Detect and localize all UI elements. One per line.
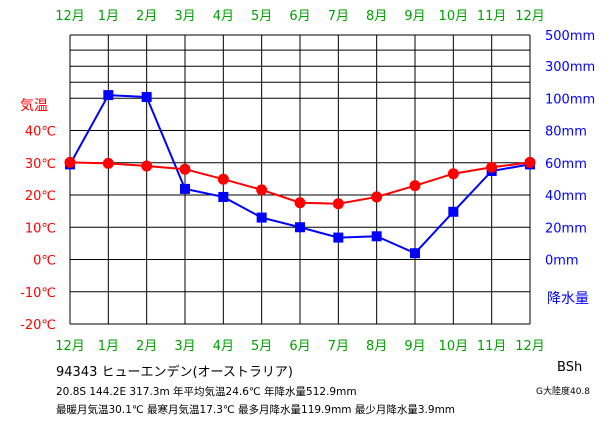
- station-stats-line-1: 20.8S 144.2E 317.3m 年平均気温24.6℃ 年降水量512.9…: [56, 386, 357, 398]
- temp-tick-label: 30℃: [25, 157, 56, 172]
- temp-tick-label: -10℃: [20, 286, 56, 301]
- month-label-top: 10月: [439, 9, 469, 24]
- temp-point: [217, 173, 229, 185]
- precip-tick-label: 60mm: [545, 157, 587, 172]
- temp-tick-label: -20℃: [20, 318, 56, 333]
- precip-tick-label: 80mm: [545, 125, 587, 140]
- temp-point: [256, 184, 268, 196]
- month-label-bottom: 2月: [136, 339, 157, 354]
- month-label-top: 8月: [366, 9, 387, 24]
- precip-point: [295, 222, 305, 233]
- month-label-top: 12月: [515, 9, 545, 24]
- temp-tick-label: 0℃: [33, 254, 56, 269]
- precip-point: [256, 212, 267, 223]
- station-name: 94343 ヒューエンデン(オーストラリア): [56, 365, 293, 380]
- temp-point: [332, 198, 344, 210]
- precip-tick-label: 500mm: [545, 29, 595, 44]
- temp-point: [524, 156, 536, 168]
- continentality-index: G大陸度40.8: [536, 387, 591, 397]
- month-label-bottom: 9月: [404, 339, 425, 354]
- temp-tick-label: 10℃: [25, 221, 56, 236]
- month-label-bottom: 10月: [439, 339, 469, 354]
- temp-point: [371, 191, 383, 203]
- precip-point: [180, 183, 190, 194]
- temp-point: [141, 160, 153, 172]
- temp-point: [64, 156, 76, 168]
- precip-tick-label: 40mm: [545, 189, 587, 204]
- month-label-top: 11月: [477, 9, 507, 24]
- temp-point: [447, 168, 459, 180]
- temp-point: [294, 197, 306, 209]
- precip-point: [103, 90, 114, 101]
- temp-point: [179, 163, 191, 175]
- precip-point: [141, 92, 152, 103]
- precip-point: [410, 248, 420, 259]
- precip-point: [371, 231, 382, 242]
- precip-tick-label: 20mm: [545, 221, 587, 236]
- month-label-top: 5月: [251, 9, 272, 24]
- precip-tick-label: 300mm: [545, 60, 595, 75]
- month-label-top: 7月: [328, 9, 349, 24]
- month-label-top: 2月: [136, 9, 157, 24]
- temp-point: [102, 157, 114, 169]
- koppen-class: BSh: [557, 360, 583, 375]
- precip-point: [333, 232, 344, 243]
- temp-point: [409, 180, 421, 192]
- temp-tick-label: 40℃: [25, 125, 56, 140]
- month-label-bottom: 11月: [477, 339, 507, 354]
- precip-axis-label: 降水量: [547, 291, 589, 307]
- month-label-bottom: 12月: [515, 339, 545, 354]
- month-label-bottom: 8月: [366, 339, 387, 354]
- grid: [69, 34, 531, 325]
- temp-point: [486, 161, 498, 173]
- month-label-bottom: 7月: [328, 339, 349, 354]
- month-label-bottom: 5月: [251, 339, 272, 354]
- month-label-top: 6月: [289, 9, 310, 24]
- month-label-bottom: 3月: [174, 339, 195, 354]
- precip-tick-label: 100mm: [545, 92, 595, 107]
- station-stats-line-2: 最暖月気温30.1℃ 最寒月気温17.3℃ 最多月降水量119.9mm 最少月降…: [56, 404, 456, 416]
- month-label-bottom: 1月: [98, 339, 119, 354]
- precip-tick-label: 0mm: [545, 254, 579, 269]
- month-label-bottom: 6月: [289, 339, 310, 354]
- temp-axis-label: 気温: [20, 98, 48, 114]
- precip-point: [448, 206, 459, 217]
- temp-tick-label: 20℃: [25, 189, 56, 204]
- month-label-bottom: 4月: [213, 339, 234, 354]
- month-label-top: 1月: [98, 9, 119, 24]
- month-label-bottom: 12月: [55, 339, 85, 354]
- month-label-top: 12月: [55, 9, 85, 24]
- month-label-top: 4月: [213, 9, 234, 24]
- month-label-top: 3月: [174, 9, 195, 24]
- precip-point: [218, 191, 229, 202]
- month-label-top: 9月: [404, 9, 425, 24]
